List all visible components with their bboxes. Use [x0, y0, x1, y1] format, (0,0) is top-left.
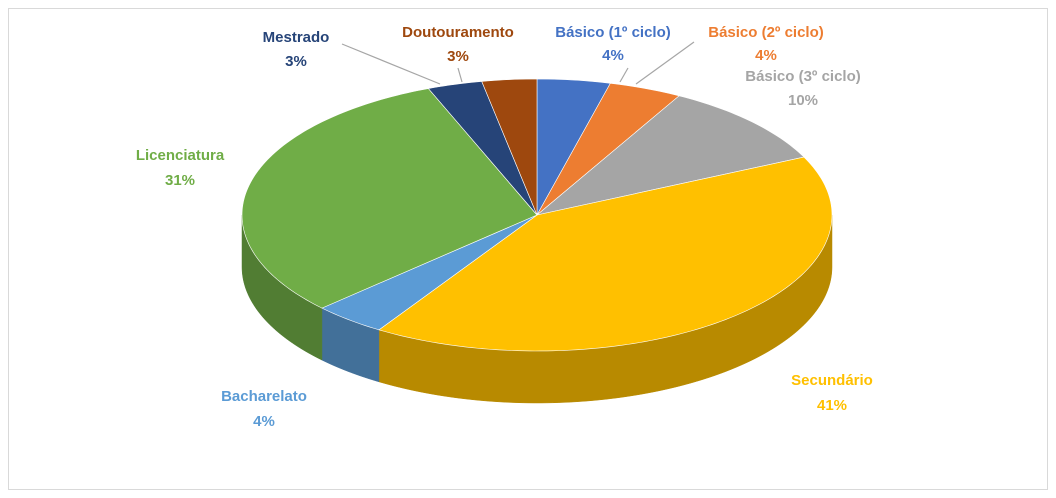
leader-line	[457, 67, 463, 83]
leader-lines	[341, 41, 695, 85]
slice-label-name: Básico (3º ciclo)	[745, 68, 861, 85]
slice	[536, 78, 611, 217]
slice-label-name: Básico (1º ciclo)	[555, 24, 671, 41]
slice-label-value: 4%	[602, 47, 624, 64]
slice	[241, 88, 538, 309]
leader-line	[341, 43, 441, 85]
pie-sides	[241, 214, 833, 404]
slice-label-name: Secundário	[791, 372, 873, 389]
slice-label-name: Bacharelato	[221, 388, 307, 405]
slice	[536, 95, 805, 216]
slice	[427, 81, 538, 216]
slice-label-value: 41%	[817, 397, 847, 414]
slice	[378, 156, 833, 352]
slice-label-value: 3%	[447, 48, 469, 65]
slice	[481, 78, 538, 216]
leader-line	[635, 41, 695, 85]
slice	[321, 214, 538, 331]
slice-label-name: Mestrado	[263, 29, 330, 46]
slice-label-name: Básico (2º ciclo)	[708, 24, 824, 41]
slice-label-name: Doutouramento	[402, 24, 514, 41]
slice-label-value: 3%	[285, 53, 307, 70]
slice-label-value: 10%	[788, 92, 818, 109]
leader-line	[619, 67, 629, 83]
slice-label-value: 31%	[165, 172, 195, 189]
slice-label-value: 4%	[253, 413, 275, 430]
slice-label-name: Licenciatura	[136, 147, 225, 164]
data-labels: Básico (1º ciclo) 4% Básico (2º ciclo) 4% Bá…	[136, 24, 873, 430]
pie-tops	[241, 78, 833, 352]
slice	[536, 82, 680, 216]
slice-label-value: 4%	[755, 47, 777, 64]
